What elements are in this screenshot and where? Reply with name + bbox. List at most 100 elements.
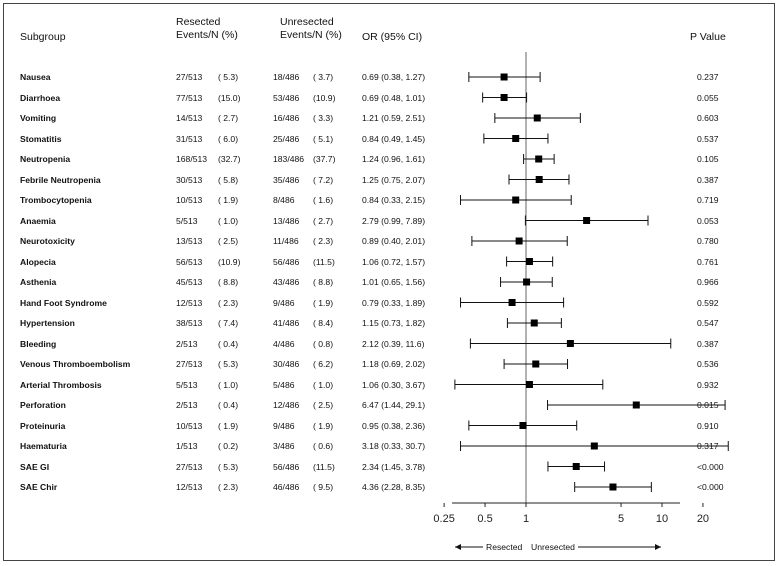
resected-events: 56/513 [176, 256, 203, 267]
odds-ratio-ci: 0.84 (0.33, 2.15) [362, 195, 426, 205]
odds-ratio-ci: 0.95 (0.38, 2.36) [362, 420, 426, 431]
unresected-events: 43/486 [273, 277, 300, 287]
unresected-events: 4/486 [273, 338, 295, 349]
resected-events: 38/513 [176, 318, 203, 328]
subgroup-name: SAE Chir [20, 482, 58, 492]
direction-label-resected: Resected [486, 542, 523, 552]
p-value: 0.592 [697, 297, 719, 308]
subgroup-name: Bleeding [20, 338, 57, 349]
unresected-percent: (11.5) [313, 256, 335, 267]
header-subgroup: Subgroup [20, 31, 66, 43]
unresected-percent: (37.7) [313, 154, 336, 164]
left-arrow-head [455, 544, 461, 550]
resected-percent: (32.7) [218, 154, 241, 164]
direction-label-unresected: Unresected [531, 542, 575, 552]
point-estimate-marker [512, 135, 520, 142]
odds-ratio-ci: 1.06 (0.30, 3.67) [362, 379, 426, 390]
p-value: 0.780 [697, 236, 719, 246]
point-estimate-marker [525, 381, 533, 388]
p-value: 0.966 [697, 277, 719, 287]
header-resected-line1: Resected [176, 16, 221, 28]
p-value: <0.000 [697, 482, 724, 492]
point-estimate-marker [566, 340, 574, 347]
odds-ratio-ci: 1.06 (0.72, 1.57) [362, 256, 426, 267]
p-value: 0.055 [697, 92, 719, 103]
unresected-events: 18/486 [273, 72, 300, 82]
x-tick-label: 0.5 [477, 513, 492, 525]
table-row: Venous Thromboembolism 27/513 ( 5.3) 30/486… [0, 354, 780, 374]
unresected-percent: ( 8.4) [313, 318, 334, 328]
table-row: Bleeding 2/513 ( 0.4) 4/486 ( 0.8) 2.12 (0.39… [0, 334, 780, 354]
unresected-events: 46/486 [273, 482, 300, 492]
unresected-percent: ( 8.8) [313, 277, 334, 287]
header-or: OR (95% CI) [362, 31, 423, 43]
unresected-events: 25/486 [273, 133, 300, 144]
point-estimate-marker [515, 237, 523, 245]
p-value: 0.910 [697, 420, 719, 431]
odds-ratio-ci: 2.12 (0.39, 11.6) [362, 338, 425, 349]
table-row: Nausea 27/513 ( 5.3) 18/486 ( 3.7) 0.69 (0.38… [0, 67, 780, 87]
subgroup-name: Haematuria [20, 441, 67, 451]
point-estimate-marker [508, 299, 516, 306]
point-estimate-marker [512, 196, 520, 204]
resected-events: 45/513 [176, 277, 203, 287]
subgroup-name: Alopecia [20, 256, 56, 267]
unresected-events: 16/486 [273, 113, 300, 123]
table-row: Neutropenia 168/513 (32.7) 183/486 (37.7) 1.2… [0, 149, 780, 169]
unresected-events: 12/486 [273, 400, 300, 410]
odds-ratio-ci: 1.25 (0.75, 2.07) [362, 174, 426, 185]
unresected-percent: ( 1.6) [313, 195, 334, 205]
unresected-events: 5/486 [273, 379, 295, 390]
resected-percent: ( 0.4) [218, 400, 239, 410]
table-row: Asthenia 45/513 ( 8.8) 43/486 ( 8.8) 1.01 (0.… [0, 272, 780, 292]
p-value: 0.761 [697, 256, 719, 267]
unresected-events: 13/486 [273, 215, 300, 226]
odds-ratio-ci: 0.84 (0.49, 1.45) [362, 133, 426, 144]
point-estimate-marker [533, 114, 541, 122]
subgroup-name: Nausea [20, 72, 51, 82]
table-row: Vomiting 14/513 ( 2.7) 16/486 ( 3.3) 1.21 (0.… [0, 108, 780, 128]
unresected-percent: ( 2.5) [313, 400, 334, 410]
unresected-percent: (10.9) [313, 92, 336, 103]
header-p-value: P Value [690, 31, 726, 43]
odds-ratio-ci: 1.21 (0.59, 2.51) [362, 113, 426, 123]
resected-events: 10/513 [176, 195, 203, 205]
resected-events: 27/513 [176, 461, 203, 472]
x-tick-label: 10 [656, 513, 668, 525]
unresected-percent: ( 2.7) [313, 215, 334, 226]
subgroup-name: Diarrhoea [20, 92, 61, 103]
header-unresected: Unresected Events/N (%) [280, 16, 342, 42]
resected-events: 2/513 [176, 338, 198, 349]
x-tick-label: 20 [697, 513, 709, 525]
subgroup-name: Vomiting [20, 113, 57, 123]
subgroup-name: Hypertension [20, 318, 75, 328]
resected-percent: ( 1.9) [218, 195, 239, 205]
subgroup-name: SAE GI [20, 461, 50, 472]
odds-ratio-ci: 1.15 (0.73, 1.82) [362, 318, 426, 328]
point-estimate-marker [583, 217, 591, 224]
odds-ratio-ci: 2.34 (1.45, 3.78) [362, 461, 426, 472]
resected-percent: ( 5.3) [218, 461, 239, 472]
header-unresected-line1: Unresected [280, 16, 334, 28]
odds-ratio-ci: 1.01 (0.65, 1.56) [362, 277, 426, 287]
resected-percent: ( 8.8) [218, 277, 239, 287]
unresected-events: 56/486 [273, 256, 300, 267]
point-estimate-marker [572, 463, 580, 470]
unresected-percent: ( 5.1) [313, 133, 334, 144]
odds-ratio-ci: 1.18 (0.69, 2.02) [362, 359, 426, 369]
resected-events: 13/513 [176, 236, 203, 246]
point-estimate-marker [532, 360, 540, 368]
resected-percent: ( 5.3) [218, 359, 239, 369]
resected-percent: ( 7.4) [218, 318, 239, 328]
unresected-events: 35/486 [273, 174, 300, 185]
subgroup-name: Hand Foot Syndrome [20, 297, 107, 308]
table-row: Arterial Thrombosis 5/513 ( 1.0) 5/486 ( 1.0… [0, 375, 780, 395]
unresected-events: 3/486 [273, 441, 295, 451]
p-value: 0.547 [697, 318, 719, 328]
right-arrow-head [655, 544, 661, 550]
p-value: 0.536 [697, 359, 719, 369]
table-row: Febrile Neutropenia 30/513 ( 5.8) 35/486 ( 7… [0, 170, 780, 190]
subgroup-name: Asthenia [20, 277, 57, 287]
p-value: 0.105 [697, 154, 719, 164]
resected-events: 27/513 [176, 359, 203, 369]
